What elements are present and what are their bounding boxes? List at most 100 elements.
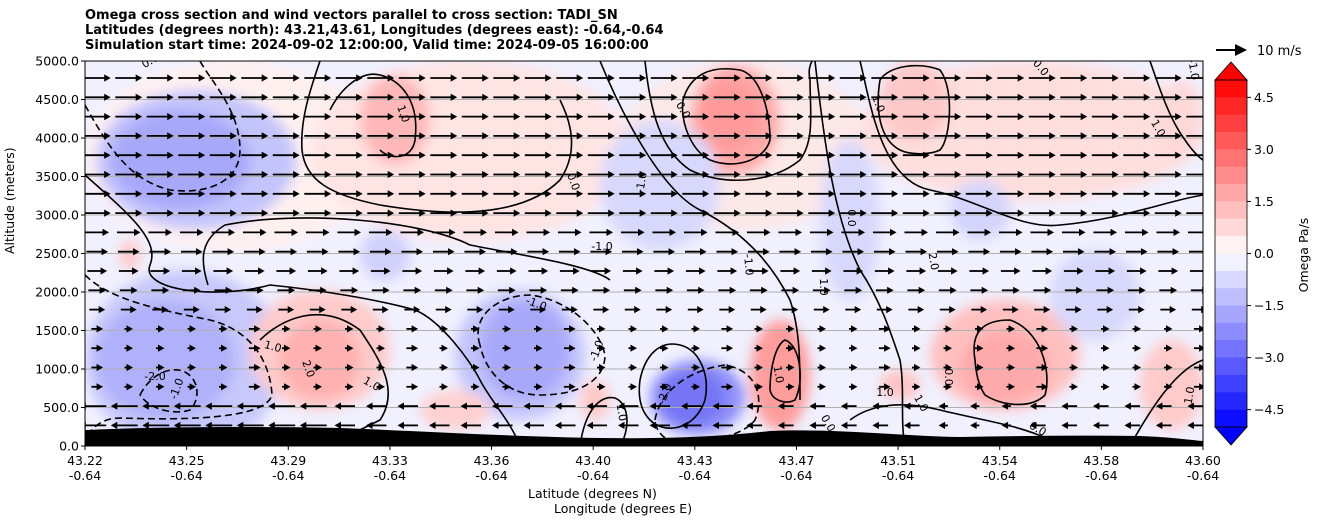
wind-vector-head [356,151,363,159]
wind-vector-head [952,248,959,256]
wind-vector-head [110,421,118,429]
wind-vector-head [378,325,385,333]
wind-vector-head [986,190,993,198]
x-tick-label-lon: -0.64 [69,468,101,483]
wind-vector-head [254,383,261,391]
wind-vector-head [1049,190,1056,198]
wind-vector-head [1143,74,1151,82]
wind-vector-head [366,402,373,410]
wind-vector-head [450,132,458,140]
colorbar-segment [1215,184,1247,202]
wind-vector-head [1204,248,1211,255]
wind-vector-head [1141,248,1148,256]
wind-vector-head [449,228,456,236]
wind-vector-head [809,421,816,429]
wind-vector-head [419,113,426,121]
wind-vector-head [1112,190,1119,198]
wind-vector-head [888,267,895,275]
wind-vector-head [668,248,676,256]
wind-vector-head [1207,132,1214,139]
wind-vector-head [669,228,677,236]
wind-vector-head [446,286,453,294]
wind-vector-head [1108,267,1116,275]
colorbar-segment [1215,392,1247,411]
wind-vector-head [1012,306,1019,314]
wind-vector-head [323,228,330,236]
wind-vector-head [702,74,710,82]
wind-vector-head [366,421,373,429]
wind-vector-head [228,228,236,236]
wind-vector-head [299,402,307,410]
wind-vector-head [293,170,300,179]
wind-vector-head [473,344,480,352]
wind-vector-head [828,93,836,101]
wind-vector-head [293,113,300,121]
wind-vector-head [397,402,404,410]
wind-vector-head [356,132,363,140]
wind-vector-head [1079,228,1086,236]
wind-vector-head [413,306,421,314]
wind-vector-head [158,383,165,391]
wind-vector-head [261,93,269,101]
wind-vector-head [791,306,799,314]
wind-vector-head [482,209,489,217]
wind-vector-head [165,228,173,236]
wind-vector-head [321,267,328,275]
wind-vector-head [1080,113,1088,121]
wind-vector-head [765,209,773,217]
colorbar-segment [1215,305,1247,324]
wind-vector-head [702,132,710,140]
wind-vector-head [734,151,741,159]
wind-vector-head [1071,325,1078,333]
wind-vector-head [478,267,486,275]
wind-vector-head [135,190,143,198]
wind-vector-head [236,402,244,410]
wind-vector-head [198,151,206,159]
wind-vector-head [921,228,929,236]
wind-vector-head [378,344,385,352]
wind-vector-head [701,228,708,236]
x-tick-label-lat: 43.33 [372,453,408,468]
contour-label: 0.0 [942,368,955,386]
wind-vector-head [356,74,363,82]
wind-vector-head [189,344,196,352]
wind-vector-head [1175,209,1182,217]
wind-vector-head [387,190,395,198]
x-tick-label-lon: -0.64 [780,468,812,483]
wind-vector-head [760,306,767,314]
wind-vector-head [889,248,896,256]
wind-vector-head [569,325,576,333]
wind-vector-head [1045,267,1053,275]
wind-vector-head [890,228,897,236]
colorbar-tick-label: −4.5 [1254,402,1284,417]
wind-vector-head [573,267,580,275]
wind-vector-head [919,267,927,275]
wind-vector-head [132,267,139,275]
wind-vector-head [1041,363,1049,372]
wind-vector-head [230,209,237,217]
wind-vector-head [639,170,647,179]
x-tick-label-lat: 43.25 [169,453,205,468]
wind-vector-head [167,209,174,217]
wind-vector-head [569,344,576,352]
wind-vector-head [1112,151,1119,159]
wind-vector-head [765,151,773,159]
wind-vector-head [1175,132,1182,140]
wind-vector-head [473,325,480,333]
wind-vector-head [986,93,993,101]
wind-vector-head [254,325,261,333]
wind-vector-head [382,306,389,314]
wind-vector-head [681,402,688,410]
wind-vector-head [1139,286,1146,294]
wind-vector-head [828,151,836,159]
contour-line [681,68,771,165]
wind-vector-head [261,209,269,217]
wind-vector-head [536,383,543,391]
wind-vector-head [698,286,705,294]
wind-vector-head [104,151,111,159]
wind-vector-head [1143,93,1151,101]
wind-vector-head [230,74,237,82]
wind-vector-head [194,286,201,294]
wind-vector-head [793,267,801,275]
wind-vector-head [1080,74,1088,82]
